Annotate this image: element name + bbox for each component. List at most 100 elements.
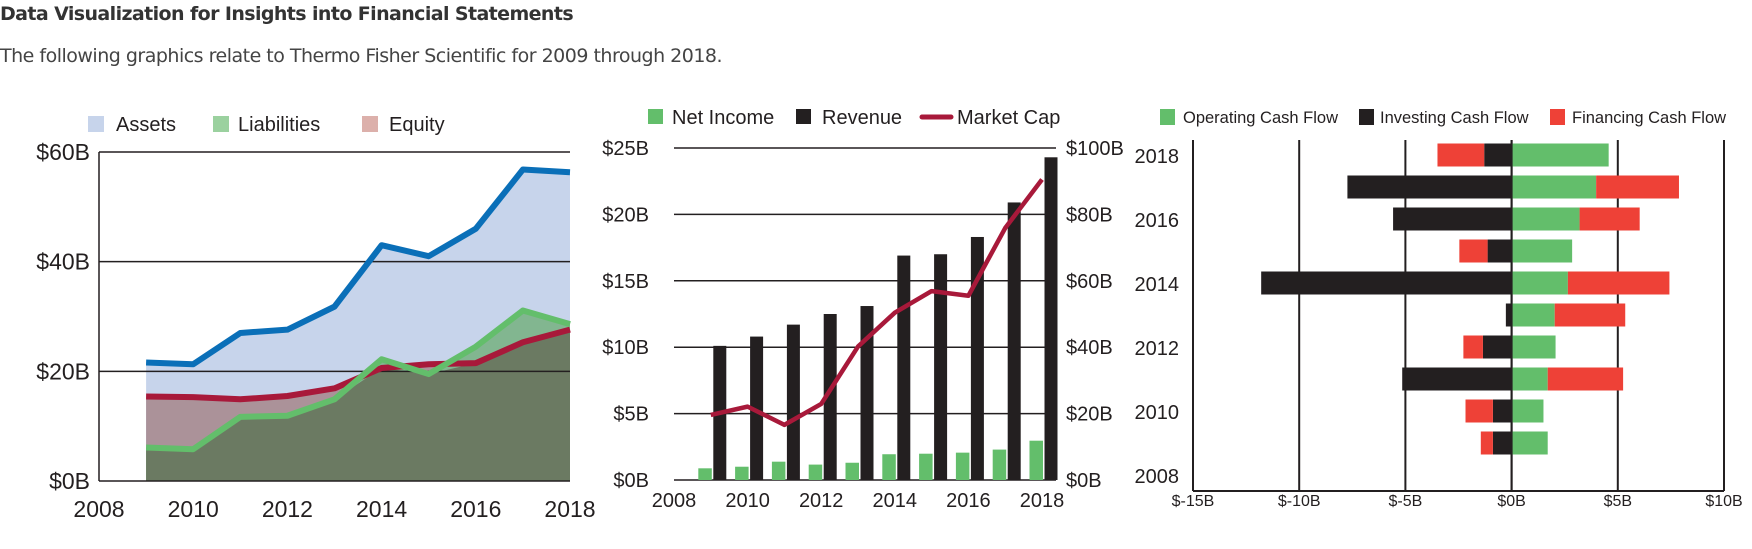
x-tick-label: $10B bbox=[1705, 493, 1742, 510]
x-tick-label: $5B bbox=[1604, 493, 1632, 510]
operating-cash-flow-bar bbox=[1511, 367, 1548, 391]
balance-sheet-chart: Assets Liabilities Equity $0B $20B $40B $60B 20… bbox=[36, 114, 595, 522]
investing-cash-flow-bar bbox=[1492, 431, 1512, 455]
x-tick-label: 2010 bbox=[725, 490, 770, 512]
legend-swatch-investing-cash-flow bbox=[1359, 109, 1374, 125]
x-tick-label: 2016 bbox=[450, 496, 501, 522]
y-right-tick-label: $100B bbox=[1066, 138, 1124, 160]
x-tick-label: 2012 bbox=[799, 490, 844, 512]
investing-cash-flow-bar bbox=[1393, 207, 1512, 231]
revenue-bar bbox=[750, 336, 764, 480]
y-left-tick-label: $10B bbox=[602, 337, 649, 359]
liabilities-line bbox=[145, 307, 571, 453]
x-tick-label: 2008 bbox=[652, 490, 697, 512]
x-tick-label: $0B bbox=[1497, 493, 1525, 510]
investing-cash-flow-bar bbox=[1482, 335, 1512, 359]
financing-cash-flow-bar bbox=[1567, 271, 1670, 295]
cash-flow-chart: Operating Cash Flow Investing Cash Flow Fi… bbox=[1135, 109, 1743, 510]
investing-cash-flow-bar bbox=[1347, 175, 1512, 199]
net-income-bar bbox=[955, 452, 970, 480]
investing-cash-flow-bar bbox=[1487, 239, 1512, 263]
y-left-tick-label: $5B bbox=[613, 404, 649, 426]
operating-cash-flow-bar bbox=[1511, 335, 1556, 359]
net-income-bar bbox=[882, 454, 896, 480]
legend-swatch-financing-cash-flow bbox=[1550, 109, 1565, 125]
investing-cash-flow-bar bbox=[1505, 303, 1512, 327]
assets-line bbox=[145, 166, 571, 368]
legend-label-liabilities: Liabilities bbox=[238, 114, 320, 136]
x-tick-label: 2016 bbox=[946, 490, 991, 512]
operating-cash-flow-bar bbox=[1511, 431, 1548, 455]
financing-cash-flow-bar bbox=[1480, 431, 1493, 455]
net-income-bar bbox=[698, 468, 712, 480]
x-tick-label: 2018 bbox=[1020, 490, 1065, 512]
financing-cash-flow-bar bbox=[1579, 207, 1640, 231]
operating-cash-flow-bar bbox=[1511, 143, 1609, 167]
operating-cash-flow-bar bbox=[1511, 271, 1568, 295]
y-tick-label: 2012 bbox=[1135, 338, 1180, 360]
y-right-tick-label: $0B bbox=[1066, 470, 1102, 492]
x-tick-label: $-15B bbox=[1172, 493, 1215, 510]
financing-cash-flow-bar bbox=[1459, 239, 1488, 263]
financing-cash-flow-bar bbox=[1547, 367, 1624, 391]
y-right-tick-label: $20B bbox=[1066, 404, 1113, 426]
legend-label-financing-cash-flow: Financing Cash Flow bbox=[1572, 109, 1726, 127]
legend-label-investing-cash-flow: Investing Cash Flow bbox=[1380, 109, 1529, 127]
x-tick-label: $-10B bbox=[1278, 493, 1321, 510]
y-right-tick-label: $80B bbox=[1066, 204, 1113, 226]
legend-label-equity: Equity bbox=[389, 114, 445, 136]
y-right-tick-label: $40B bbox=[1066, 337, 1113, 359]
investing-cash-flow-bar bbox=[1492, 399, 1512, 423]
legend-label-operating-cash-flow: Operating Cash Flow bbox=[1183, 109, 1338, 127]
y-left-tick-label: $0B bbox=[613, 470, 649, 492]
page-subtitle: The following graphics relate to Thermo … bbox=[0, 45, 723, 67]
revenue-bar bbox=[897, 255, 911, 480]
financing-cash-flow-bar bbox=[1437, 143, 1485, 167]
revenue-bar bbox=[823, 314, 837, 480]
net-income-bar bbox=[845, 462, 859, 480]
net-income-bar bbox=[1029, 440, 1043, 480]
overlap-area bbox=[146, 329, 570, 481]
investing-cash-flow-bar bbox=[1261, 271, 1512, 295]
income-chart: Net Income Revenue Market Cap $0B $0B $5B $20B… bbox=[602, 107, 1124, 512]
x-tick-label: 2008 bbox=[73, 496, 124, 522]
revenue-bar bbox=[1044, 157, 1058, 480]
x-tick-label: 2018 bbox=[544, 496, 595, 522]
x-tick-label: 2012 bbox=[262, 496, 313, 522]
legend-label-market-cap: Market Cap bbox=[957, 107, 1060, 129]
page-title: Data Visualization for Insights into Fin… bbox=[0, 3, 574, 25]
y-tick-label: 2016 bbox=[1135, 210, 1180, 232]
y-left-tick-label: $15B bbox=[602, 271, 649, 293]
market-cap-line bbox=[710, 178, 1044, 428]
net-income-bar bbox=[992, 449, 1007, 480]
financing-cash-flow-bar bbox=[1465, 399, 1493, 423]
net-income-bar bbox=[808, 464, 823, 480]
y-tick-label: $0B bbox=[49, 468, 90, 494]
operating-cash-flow-bar bbox=[1511, 303, 1555, 327]
legend-label-assets: Assets bbox=[116, 114, 176, 136]
y-left-tick-label: $20B bbox=[602, 204, 649, 226]
revenue-bar bbox=[970, 236, 984, 480]
x-tick-label: $-5B bbox=[1389, 493, 1423, 510]
revenue-bar bbox=[786, 324, 800, 480]
legend-swatch-operating-cash-flow bbox=[1160, 109, 1175, 125]
legend-swatch-equity bbox=[362, 116, 378, 132]
legend-swatch-net-income bbox=[648, 109, 663, 124]
y-tick-label: 2010 bbox=[1135, 402, 1180, 424]
y-tick-label: $20B bbox=[36, 358, 90, 384]
revenue-bar bbox=[934, 254, 948, 480]
financing-cash-flow-bar bbox=[1463, 335, 1483, 359]
investing-cash-flow-bar bbox=[1484, 143, 1512, 167]
y-tick-label: 2018 bbox=[1135, 146, 1180, 168]
revenue-bar bbox=[860, 306, 874, 480]
operating-cash-flow-bar bbox=[1511, 175, 1597, 199]
legend-swatch-assets bbox=[88, 116, 104, 132]
operating-cash-flow-bar bbox=[1511, 239, 1573, 263]
y-tick-label: 2008 bbox=[1135, 466, 1180, 488]
x-tick-label: 2010 bbox=[168, 496, 219, 522]
legend-label-net-income: Net Income bbox=[672, 107, 774, 129]
y-right-tick-label: $60B bbox=[1066, 271, 1113, 293]
revenue-bar bbox=[1007, 202, 1021, 480]
y-left-tick-label: $25B bbox=[602, 138, 649, 160]
financing-cash-flow-bar bbox=[1596, 175, 1679, 199]
